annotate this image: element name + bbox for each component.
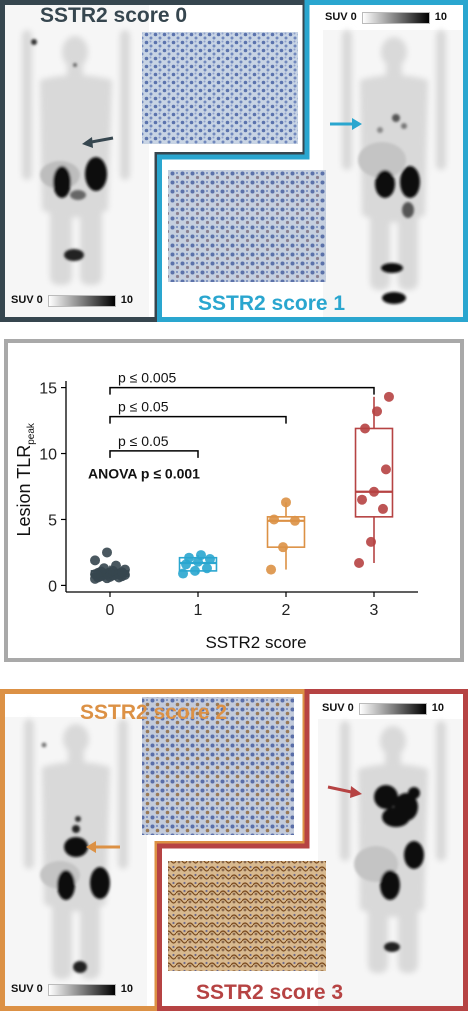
score3-frame: [157, 689, 468, 1011]
score2-label: SSTR2 score 2: [80, 701, 228, 724]
pet-scan-bottom-right: [318, 719, 463, 1007]
histology-image-score0: [142, 32, 298, 144]
data-point: [281, 497, 291, 508]
suv-scale-min-label: SUV 0: [322, 702, 354, 714]
data-point: [184, 552, 195, 563]
significance-label: p ≤ 0.005: [118, 370, 176, 386]
pet-scan-bottom-left: [5, 717, 147, 1007]
data-point: [360, 423, 371, 434]
data-point: [90, 555, 101, 566]
pet-scan-left: [5, 5, 149, 317]
data-point: [269, 514, 280, 525]
data-point: [266, 564, 277, 575]
y-tick-label: 15: [39, 381, 57, 398]
data-point: [110, 560, 121, 571]
boxplot-panel: [4, 339, 464, 662]
suv-scale-top-left: SUV 0 10: [11, 294, 133, 307]
significance-bracket: [109, 450, 199, 458]
anova-annotation: ANOVA p ≤ 0.001: [88, 466, 200, 482]
data-point: [278, 542, 289, 553]
data-point: [195, 550, 206, 561]
suv-colorbar: [358, 702, 427, 715]
data-point: [201, 563, 212, 574]
bottom-figure-panel: SSTR2 score 2 SSTR2 score 3 SUV 0 10 SUV…: [0, 689, 468, 1011]
significance-bracket: [109, 386, 375, 395]
data-point: [371, 406, 382, 417]
suv-scale-min-label: SUV 0: [11, 294, 43, 306]
histology-image-score3: [168, 861, 326, 971]
suv-scale-top-right: SUV 0 10: [325, 11, 447, 24]
significance-bracket: [109, 415, 287, 424]
histology-image-score1: [168, 170, 326, 282]
x-tick-label: 2: [282, 602, 291, 619]
suv-scale-max-label: 10: [120, 294, 134, 306]
boxplot-chart: 0 5 10 15 0 1 2 3 SSTR2 score Lesion TLRpeak p ≤ 0…: [14, 370, 418, 652]
data-point: [178, 568, 189, 579]
bottom-figure-graphics: [0, 689, 468, 1011]
top-figure-panel: SSTR2 score 0 SSTR2 score 1 SUV 0 10 SUV…: [0, 0, 468, 322]
suv-scale-bottom-left: SUV 0 10: [11, 983, 133, 996]
suv-scale-min-label: SUV 0: [11, 983, 43, 995]
data-point: [380, 464, 391, 475]
top-figure-graphics: [0, 0, 468, 322]
data-point: [383, 391, 394, 402]
suv-colorbar: [47, 983, 116, 996]
score1-frame: [157, 0, 468, 322]
x-tick-label: 3: [370, 602, 379, 619]
y-tick-label: 10: [39, 447, 57, 464]
suv-scale-bottom-right: SUV 0 10: [322, 702, 444, 715]
suv-scale-max-label: 10: [120, 983, 134, 995]
x-axis-label: SSTR2 score: [205, 633, 306, 652]
score1-label: SSTR2 score 1: [198, 292, 346, 315]
significance-label: p ≤ 0.05: [118, 399, 169, 415]
pet-scan-right: [323, 30, 463, 318]
data-point: [289, 515, 300, 526]
data-point: [354, 557, 365, 568]
data-point: [377, 503, 388, 514]
data-point: [366, 536, 377, 547]
x-tick-label: 0: [106, 602, 115, 619]
x-tick-label: 1: [194, 602, 203, 619]
histology-image-score2: [142, 697, 294, 835]
data-point: [357, 494, 368, 505]
data-point: [102, 547, 113, 558]
suv-scale-max-label: 10: [434, 11, 448, 23]
data-point: [99, 563, 110, 574]
data-point: [204, 554, 215, 565]
suv-scale-max-label: 10: [431, 702, 445, 714]
suv-colorbar: [361, 11, 430, 24]
y-axis-label: Lesion TLRpeak: [14, 422, 37, 536]
significance-label: p ≤ 0.05: [118, 433, 169, 449]
data-point: [369, 486, 379, 497]
data-point: [119, 564, 130, 575]
data-point: [190, 565, 201, 576]
score0-label: SSTR2 score 0: [40, 4, 188, 27]
box-rect: [354, 427, 394, 518]
y-tick-label: 5: [48, 512, 57, 529]
suv-scale-min-label: SUV 0: [325, 11, 357, 23]
score3-label: SSTR2 score 3: [196, 981, 344, 1004]
y-tick-label: 0: [48, 578, 57, 595]
suv-colorbar: [47, 294, 116, 307]
